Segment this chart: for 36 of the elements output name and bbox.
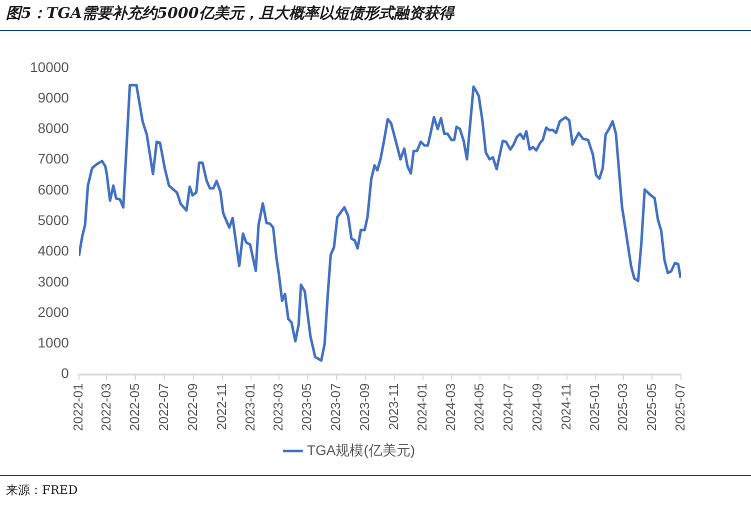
x-tick-label: 2022-07: [156, 383, 171, 432]
x-tick-label: 2025-05: [644, 383, 659, 432]
y-tick-label: 10000: [30, 58, 70, 75]
x-tick-label: 2024-09: [530, 383, 545, 432]
y-tick-label: 7000: [38, 150, 70, 167]
x-tick-label: 2024-03: [442, 383, 458, 432]
x-tick-label: 2023-11: [386, 383, 401, 430]
y-tick-label: 1000: [38, 334, 70, 351]
x-tick-label: 2024-05: [472, 383, 487, 432]
y-tick-label: 3000: [38, 273, 70, 290]
x-tick-label: 2024-07: [500, 383, 516, 432]
x-tick-label: 2022-03: [98, 383, 114, 432]
x-tick-label: 2025-01: [587, 383, 602, 432]
x-tick-label: 2023-05: [299, 383, 314, 432]
x-tick-label: 2023-07: [328, 383, 343, 432]
y-tick-label: 4000: [38, 242, 70, 259]
x-tick-label: 2023-01: [242, 383, 258, 432]
y-tick-label: 6000: [38, 181, 70, 198]
y-tick-label: 5000: [38, 212, 70, 228]
x-tick-label: 2023-09: [357, 383, 372, 432]
x-tick-label: 2022-01: [70, 383, 86, 432]
x-tick-label: 2025-03: [615, 383, 630, 432]
y-tick-label: 0: [61, 365, 70, 382]
source-note: 来源：FRED: [6, 482, 78, 499]
x-tick-label: 2022-05: [127, 383, 142, 432]
y-tick-label: 9000: [38, 89, 70, 106]
x-tick-label: 2025-07: [672, 383, 688, 432]
x-tick-label: 2024-11: [558, 383, 574, 430]
chart-title: 图5：TGA需要补充约5000亿美元，且大概率以短债形式融资获得: [6, 4, 454, 23]
x-tick-label: 2022-09: [185, 383, 200, 432]
x-tick-label: 2022-11: [214, 383, 229, 430]
x-tick-label: 2023-03: [270, 383, 286, 432]
x-tick-label: 2024-01: [414, 383, 430, 432]
legend-label: TGA规模(亿美元): [306, 442, 416, 458]
y-tick-label: 2000: [38, 304, 70, 320]
y-tick-label: 8000: [38, 120, 70, 136]
